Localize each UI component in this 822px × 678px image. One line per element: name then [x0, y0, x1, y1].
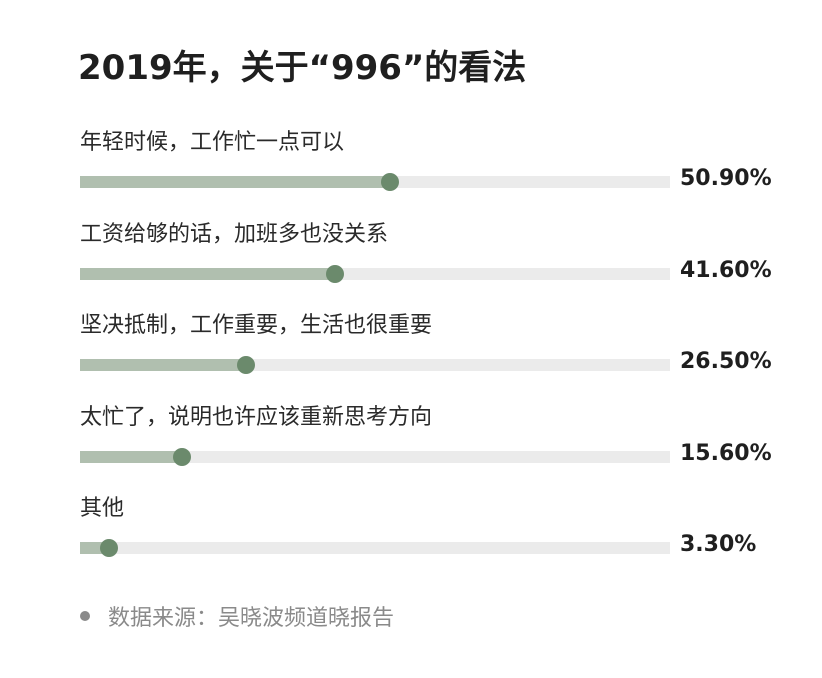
bar-fill — [80, 450, 183, 463]
bar-end-dot — [237, 356, 256, 374]
category-label: 其他 — [80, 496, 125, 521]
bar-fill — [80, 176, 391, 188]
chart-title: 2019年，关于“996”的看法 — [78, 48, 527, 88]
bar-row: 太忙了，说明也许应该重新思考方向 15.60% — [78, 399, 798, 469]
bar-track — [80, 173, 670, 191]
category-label: 年轻时候，工作忙一点可以 — [80, 130, 345, 155]
bar-end-dot — [173, 447, 192, 466]
value-label: 3.30% — [680, 532, 757, 557]
bullet-icon — [80, 611, 90, 621]
bar-end-dot — [326, 264, 345, 283]
category-label: 太忙了，说明也许应该重新思考方向 — [80, 404, 433, 430]
bar-row: 年轻时候，工作忙一点可以 50.90% — [78, 124, 798, 194]
data-source-text: 数据来源：吴晓波频道晓报告 — [108, 606, 395, 631]
data-source: 数据来源：吴晓波频道晓报告 — [80, 600, 394, 632]
bar-end-dot — [100, 539, 119, 557]
category-label: 坚决抵制，工作重要，生活也很重要 — [80, 313, 433, 338]
bar-row: 其他 3.30% — [78, 490, 798, 560]
bar-track — [80, 539, 670, 557]
value-label: 50.90% — [680, 166, 772, 191]
bar-fill — [80, 267, 336, 280]
value-label: 41.60% — [680, 257, 772, 283]
value-label: 26.50% — [680, 349, 772, 374]
bar-fill — [80, 359, 247, 371]
category-label: 工资给够的话，加班多也没关系 — [80, 221, 389, 247]
bar-row: 坚决抵制，工作重要，生活也很重要 26.50% — [78, 307, 798, 377]
bar-row: 工资给够的话，加班多也没关系 41.60% — [78, 216, 798, 286]
value-label: 15.60% — [680, 440, 772, 466]
bar-track — [80, 356, 670, 374]
bar-track — [80, 264, 670, 283]
bar-end-dot — [381, 173, 400, 191]
bar-track — [80, 447, 670, 466]
